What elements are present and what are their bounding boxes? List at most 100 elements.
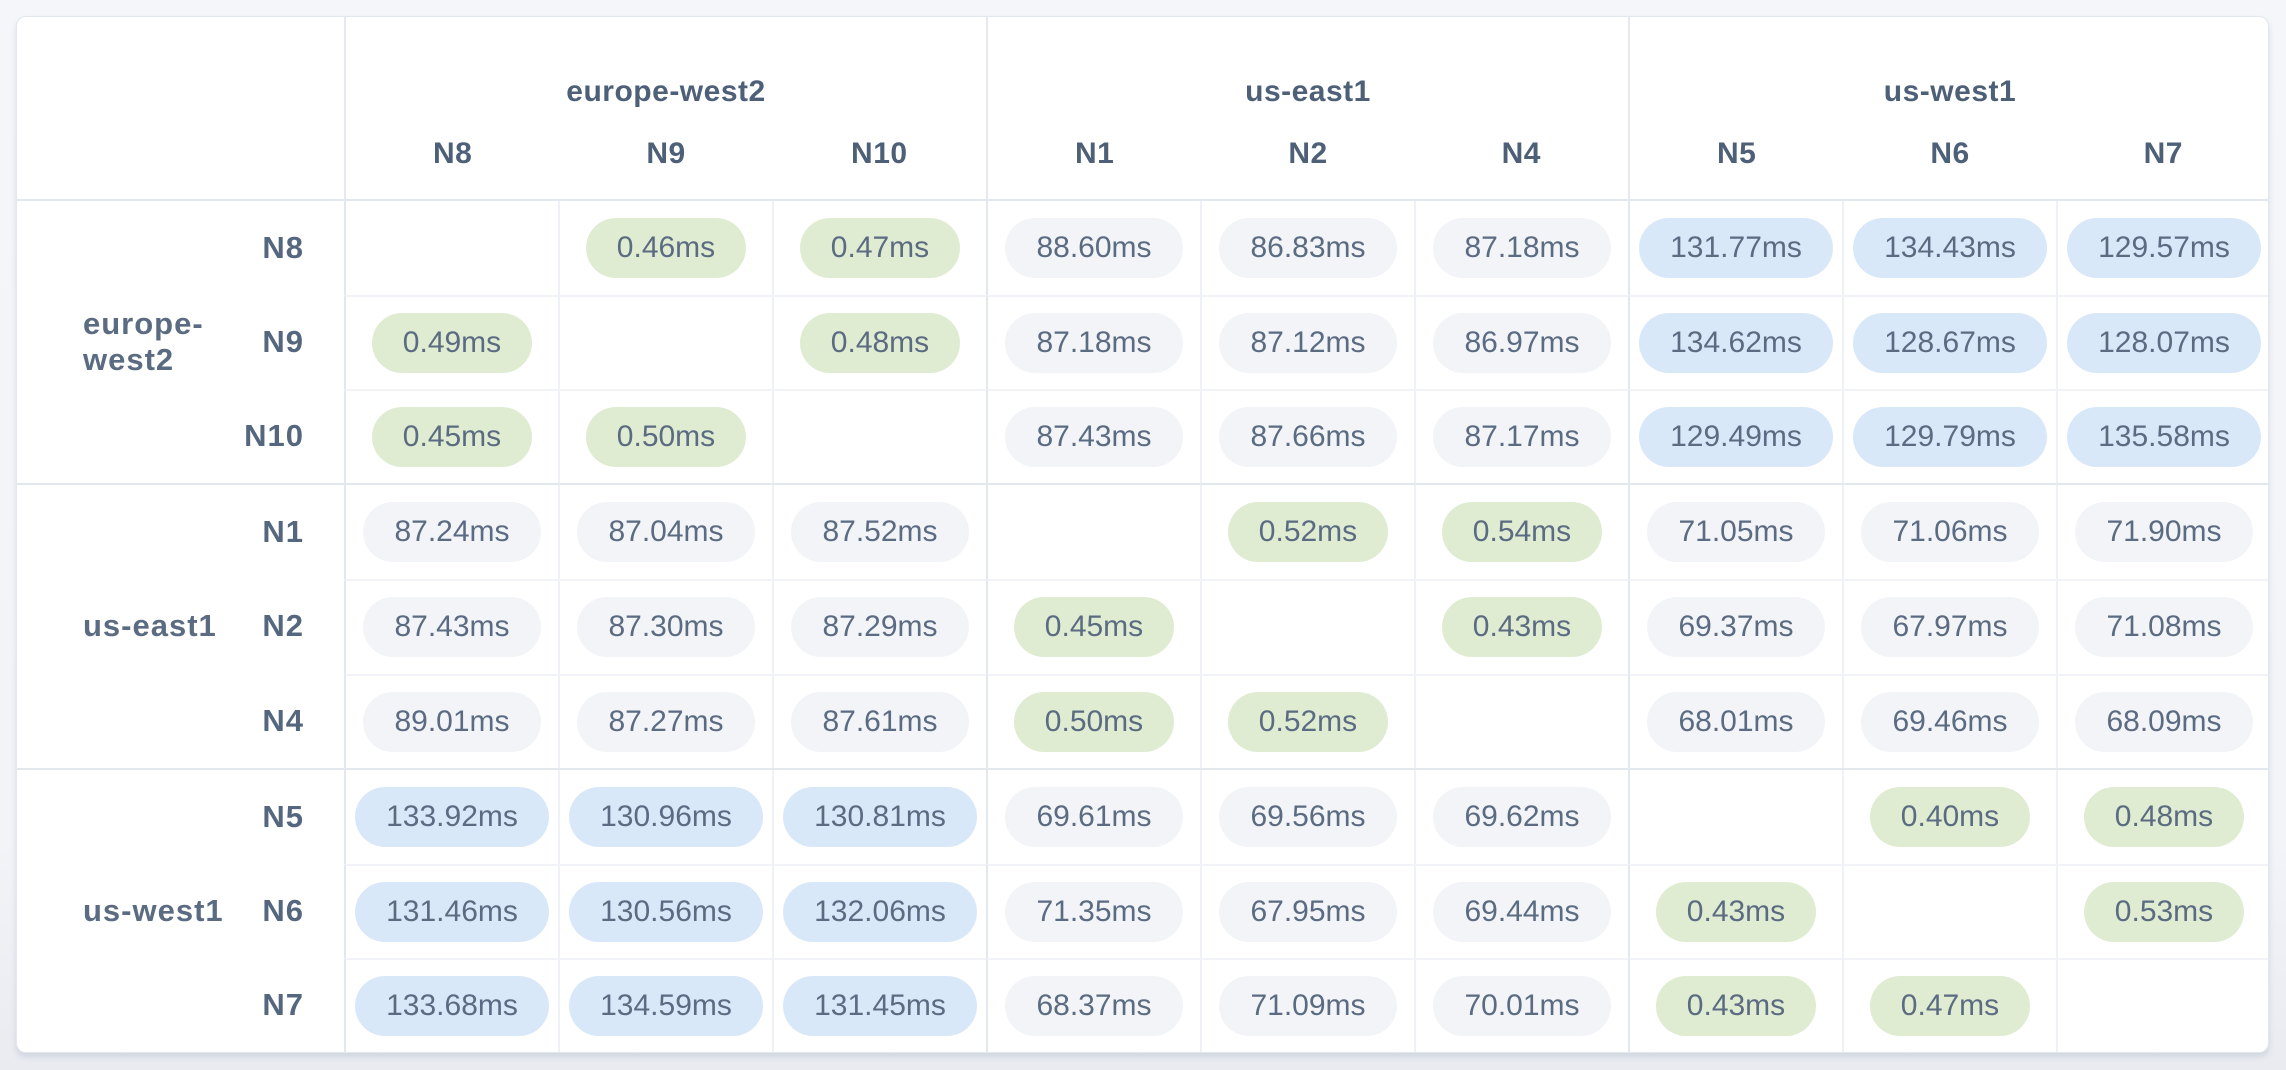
latency-pill: 69.62ms xyxy=(1433,786,1611,847)
row-label-cell: N4 xyxy=(17,674,344,768)
latency-pill: 68.01ms xyxy=(1647,691,1825,752)
latency-pill: 0.43ms xyxy=(1655,881,1817,942)
latency-pill: 87.24ms xyxy=(363,502,541,563)
latency-cell: 88.60ms xyxy=(986,201,1200,296)
column-node-label: N6 xyxy=(1930,137,1970,170)
column-group-title: us-east1 xyxy=(1245,75,1371,108)
latency-cell: 71.05ms xyxy=(1628,485,1842,580)
latency-cell: 0.50ms xyxy=(986,673,1200,768)
column-node-label: N1 xyxy=(1074,137,1115,170)
latency-pill: 67.95ms xyxy=(1219,881,1397,942)
column-node-label: N10 xyxy=(851,137,908,170)
row-label-cell: N5 xyxy=(17,770,344,864)
latency-pill: 88.60ms xyxy=(1005,218,1183,279)
latency-cell: 69.62ms xyxy=(1414,769,1628,864)
matrix-row: N8 0.46ms 0.47ms 88.60ms 86.83ms 87.18ms 131.7… xyxy=(17,201,2268,296)
latency-cell: 134.43ms xyxy=(1842,201,2056,296)
latency-pill: 0.46ms xyxy=(585,218,747,279)
column-node-label: N4 xyxy=(1501,137,1541,170)
latency-pill: 69.61ms xyxy=(1005,786,1183,847)
latency-cell: 87.66ms xyxy=(1200,389,1414,484)
latency-pill: 86.83ms xyxy=(1219,218,1397,279)
latency-cell xyxy=(2056,957,2268,1052)
latency-pill: 0.43ms xyxy=(1655,975,1817,1036)
column-group-title: us-west1 xyxy=(1883,75,2017,108)
latency-pill: 131.77ms xyxy=(1639,218,1833,279)
latency-pill: 129.79ms xyxy=(1853,407,2047,468)
latency-cell: 0.43ms xyxy=(1414,579,1628,674)
latency-cell: 131.46ms xyxy=(344,863,558,958)
latency-cell: 0.45ms xyxy=(986,579,1200,674)
latency-pill: 87.66ms xyxy=(1219,407,1397,468)
latency-pill: 69.46ms xyxy=(1861,691,2039,752)
latency-cell: 68.09ms xyxy=(2056,673,2268,768)
latency-cell: 0.52ms xyxy=(1200,485,1414,580)
latency-cell: 89.01ms xyxy=(344,673,558,768)
matrix-row: N1 87.24ms 87.04ms 87.52ms 0.52ms 0.54ms 71.05… xyxy=(17,483,2268,580)
latency-cell: 128.07ms xyxy=(2056,295,2268,390)
latency-cell: 70.01ms xyxy=(1414,957,1628,1052)
latency-cell: 68.37ms xyxy=(986,957,1200,1052)
latency-cell xyxy=(1842,863,2056,958)
latency-cell: 69.46ms xyxy=(1842,673,2056,768)
latency-cell: 0.47ms xyxy=(772,201,986,296)
latency-pill: 69.44ms xyxy=(1433,881,1611,942)
latency-cell: 69.37ms xyxy=(1628,579,1842,674)
latency-cell xyxy=(1628,769,1842,864)
latency-cell: 131.77ms xyxy=(1628,201,1842,296)
column-node-label: N8 xyxy=(432,137,473,170)
latency-cell: 0.49ms xyxy=(344,295,558,390)
column-node-label: N2 xyxy=(1288,137,1328,170)
latency-pill: 87.18ms xyxy=(1433,218,1611,279)
latency-cell: 130.81ms xyxy=(772,769,986,864)
latency-cell: 87.43ms xyxy=(344,579,558,674)
row-label-cell: us-east1 N2 xyxy=(17,579,344,673)
latency-pill: 134.59ms xyxy=(569,975,763,1036)
latency-pill: 133.92ms xyxy=(355,786,549,847)
latency-cell: 87.18ms xyxy=(1414,201,1628,296)
latency-pill: 0.50ms xyxy=(585,407,747,468)
latency-pill: 134.62ms xyxy=(1639,313,1833,374)
latency-cell: 87.12ms xyxy=(1200,295,1414,390)
latency-pill: 0.47ms xyxy=(1869,975,2031,1036)
column-node-label: N5 xyxy=(1716,137,1757,170)
latency-cell: 87.17ms xyxy=(1414,389,1628,484)
latency-cell: 0.45ms xyxy=(344,389,558,484)
row-node-label: N5 xyxy=(262,798,304,834)
row-node-label: N10 xyxy=(244,418,304,454)
latency-cell: 134.59ms xyxy=(558,957,772,1052)
latency-pill: 0.52ms xyxy=(1227,502,1389,563)
row-node-label: N8 xyxy=(262,230,304,266)
latency-pill: 0.52ms xyxy=(1227,691,1389,752)
latency-cell: 0.48ms xyxy=(772,295,986,390)
latency-pill: 0.47ms xyxy=(799,218,961,279)
row-region-label: us-west1 xyxy=(83,892,224,928)
row-node-label: N2 xyxy=(262,608,304,644)
latency-cell: 87.24ms xyxy=(344,485,558,580)
latency-pill: 87.43ms xyxy=(1005,407,1183,468)
latency-pill: 0.50ms xyxy=(1013,691,1175,752)
latency-cell: 86.83ms xyxy=(1200,201,1414,296)
latency-pill: 87.04ms xyxy=(577,502,755,563)
latency-cell: 67.97ms xyxy=(1842,579,2056,674)
latency-cell: 129.79ms xyxy=(1842,389,2056,484)
latency-cell: 71.08ms xyxy=(2056,579,2268,674)
latency-matrix: europe-west2 N8 N9 N10 us-east1 N1 N2 N4… xyxy=(16,16,2269,1053)
latency-cell: 0.43ms xyxy=(1628,957,1842,1052)
latency-cell xyxy=(558,295,772,390)
latency-pill: 86.97ms xyxy=(1433,313,1611,374)
latency-cell: 87.29ms xyxy=(772,579,986,674)
matrix-row: N5 133.92ms 130.96ms 130.81ms 69.61ms 69.56ms… xyxy=(17,767,2268,864)
row-label-cell: us-west1 N6 xyxy=(17,864,344,958)
latency-pill: 87.61ms xyxy=(791,691,969,752)
latency-cell: 0.47ms xyxy=(1842,957,2056,1052)
latency-cell: 133.92ms xyxy=(344,769,558,864)
matrix-row: us-west1 N6 131.46ms 130.56ms 132.06ms 71.35m… xyxy=(17,863,2268,958)
row-node-label: N6 xyxy=(262,892,304,928)
latency-cell: 71.90ms xyxy=(2056,485,2268,580)
latency-pill: 134.43ms xyxy=(1853,218,2047,279)
latency-pill: 0.48ms xyxy=(799,313,961,374)
column-node-label: N7 xyxy=(2143,137,2183,170)
latency-pill: 0.45ms xyxy=(1013,597,1175,658)
latency-pill: 0.54ms xyxy=(1441,502,1603,563)
